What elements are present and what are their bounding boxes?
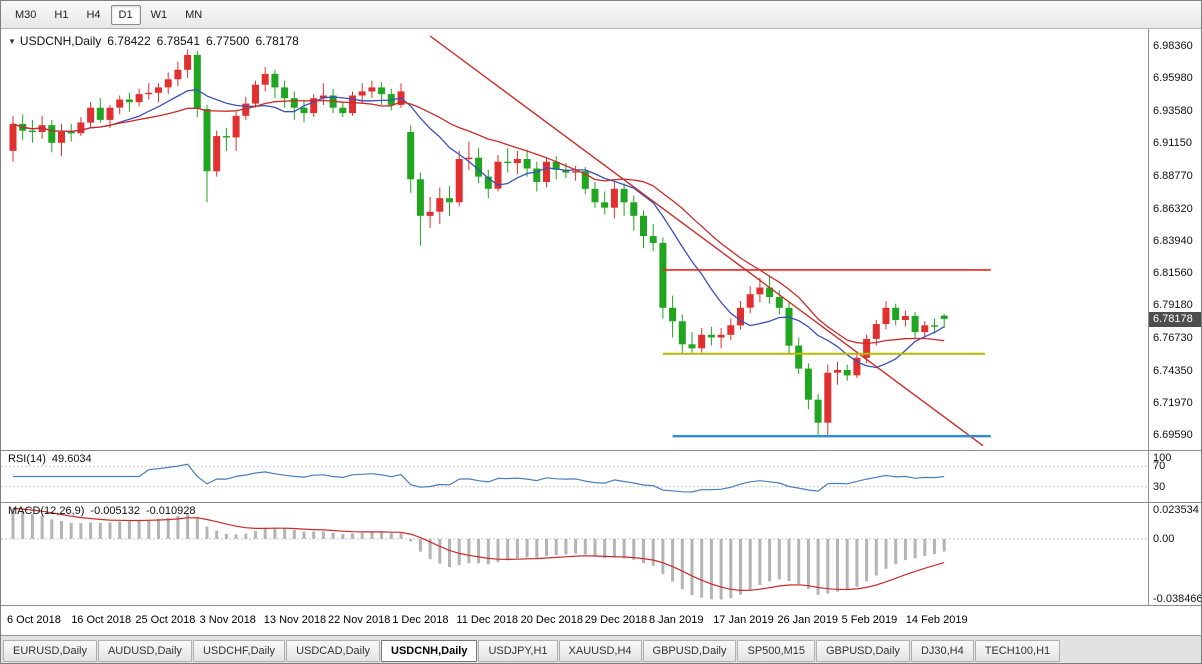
price-axis-label: 6.69590 [1153, 429, 1193, 441]
price-axis-label: 6.81560 [1153, 267, 1193, 280]
ma-fast-line [12, 89, 945, 369]
time-axis-label: 16 Oct 2018 [71, 614, 132, 626]
price-axis-label: 6.91150 [1153, 137, 1192, 150]
chart-high-value: 6.78541 [156, 34, 201, 48]
time-axis-label: 29 Dec 2018 [584, 614, 648, 626]
main-chart-plot[interactable] [1, 29, 1148, 450]
price-axis-label: 6.95980 [1153, 72, 1193, 85]
rsi-scale-label: 30 [1153, 480, 1166, 493]
tab-eurusd-daily[interactable]: EURUSD,Daily [3, 639, 97, 662]
time-axis-label: 3 Nov 2018 [199, 614, 256, 626]
price-axis-label: 6.79180 [1153, 299, 1193, 312]
macd-plot[interactable] [1, 503, 1148, 605]
chart-close-value: 6.78178 [255, 34, 299, 48]
tab-usdcnh-daily[interactable]: USDCNH,Daily [381, 639, 478, 662]
tab-usdchf-daily[interactable]: USDCHF,Daily [192, 639, 286, 662]
time-axis-label: 14 Feb 2019 [905, 614, 968, 626]
time-axis-label: 8 Jan 2019 [649, 614, 704, 626]
chart-symbol-label: USDCNH,Daily [19, 34, 102, 48]
rsi-scale-label: 70 [1153, 460, 1166, 473]
price-axis-label: 6.71970 [1153, 396, 1193, 409]
price-axis-label: 6.83940 [1153, 234, 1193, 247]
time-axis-label: 20 Dec 2018 [520, 614, 583, 626]
ma-slow-line [12, 99, 945, 345]
rsi-value: 49.6034 [51, 453, 92, 465]
macd-label: MACD(12,26,9) [8, 505, 85, 517]
chart-open-value: 6.78422 [107, 34, 151, 48]
timeframe-button-d1[interactable]: D1 [110, 4, 141, 25]
tab-xauusd-h4[interactable]: XAUUSD,H4 [558, 639, 642, 662]
timeframe-button-mn[interactable]: MN [185, 8, 203, 21]
time-axis-label: 26 Jan 2019 [777, 614, 838, 626]
candles [9, 49, 948, 437]
tab-usdjpy-h1[interactable]: USDJPY,H1 [478, 639, 558, 662]
price-axis-label: 6.93580 [1153, 104, 1193, 117]
rsi-indicator-panel[interactable]: RSI(14) 49.6034 [1, 451, 1148, 502]
macd-main-value: -0.005132 [90, 505, 140, 517]
chart-low-value: 6.77500 [206, 34, 250, 48]
main-chart-panel[interactable]: ▼ USDCNH,Daily 6.78422 6.78541 6.77500 6.7817… [1, 29, 1148, 450]
timeframe-button-m30[interactable]: M30 [15, 8, 37, 21]
price-axis-label: 6.76730 [1153, 332, 1193, 345]
time-axis-label: 11 Dec 2018 [456, 614, 518, 626]
tab-usdcad-daily[interactable]: USDCAD,Daily [286, 639, 381, 662]
rsi-label: RSI(14) [8, 453, 46, 465]
price-axis-label: 6.88770 [1153, 169, 1193, 182]
time-axis-label: 25 Oct 2018 [135, 614, 196, 626]
rsi-header: RSI(14) 49.6034 [8, 453, 92, 465]
macd-scale-label: -0.038466 [1153, 593, 1202, 605]
macd-signal-line [12, 507, 945, 592]
chart-tab-bar: EURUSD,Daily AUDUSD,Daily USDCHF,Daily USDC… [1, 635, 1201, 663]
macd-scale-label: 0.00 [1153, 532, 1175, 545]
time-axis-label: 5 Feb 2019 [841, 614, 898, 626]
macd-header: MACD(12,26,9) -0.005132 -0.010928 [8, 505, 196, 517]
timeframe-toolbar: M30 H1 H4 D1 W1 MN [1, 1, 1201, 29]
chart-header: ▼ USDCNH,Daily 6.78422 6.78541 6.77500 6.7817… [8, 34, 299, 48]
time-axis-label: 6 Oct 2018 [7, 614, 61, 626]
timeframe-button-h4[interactable]: H4 [86, 8, 101, 21]
panel-divider [1, 605, 1201, 606]
time-axis: 6 Oct 2018 16 Oct 2018 25 Oct 2018 3 Nov 20… [1, 606, 1148, 635]
current-price-badge: 6.78178 [1149, 311, 1201, 327]
tab-tech100-h1[interactable]: TECH100,H1 [974, 639, 1061, 662]
macd-signal-value: -0.010928 [145, 505, 196, 517]
descending-trendline[interactable] [429, 35, 984, 447]
time-axis-label: 1 Dec 2018 [392, 614, 449, 626]
timeframe-button-h1[interactable]: H1 [54, 8, 69, 21]
tab-audusd-daily[interactable]: AUDUSD,Daily [97, 639, 192, 662]
panel-divider[interactable] [1, 450, 1201, 451]
chart-collapse-icon[interactable]: ▼ [8, 37, 16, 46]
macd-scale-label: 0.023534 [1153, 504, 1199, 516]
panel-divider[interactable] [1, 502, 1201, 503]
time-axis-label: 13 Nov 2018 [263, 614, 327, 626]
price-axis-label: 6.74350 [1153, 364, 1193, 377]
price-axis-label: 6.86320 [1153, 202, 1193, 215]
tab-sp500-m15[interactable]: SP500,M15 [737, 639, 815, 662]
rsi-scale-label: 100 [1153, 452, 1172, 464]
timeframe-button-w1[interactable]: W1 [150, 8, 168, 21]
price-axis: 6.98360 6.95980 6.93580 6.91150 6.88770 6.863… [1148, 29, 1202, 606]
macd-indicator-panel[interactable]: MACD(12,26,9) -0.005132 -0.010928 [1, 503, 1148, 605]
macd-histogram [11, 508, 946, 600]
tab-dj30-h4[interactable]: DJ30,H4 [910, 639, 974, 662]
tab-gbpusd-daily[interactable]: GBPUSD,Daily [642, 639, 737, 662]
time-axis-label: 17 Jan 2019 [713, 614, 774, 626]
tab-gbpusd-daily[interactable]: GBPUSD,Daily [815, 639, 910, 662]
rsi-plot[interactable] [1, 451, 1148, 502]
price-axis-label: 6.98360 [1153, 40, 1193, 52]
time-axis-label: 22 Nov 2018 [328, 614, 391, 626]
rsi-line [13, 463, 945, 493]
